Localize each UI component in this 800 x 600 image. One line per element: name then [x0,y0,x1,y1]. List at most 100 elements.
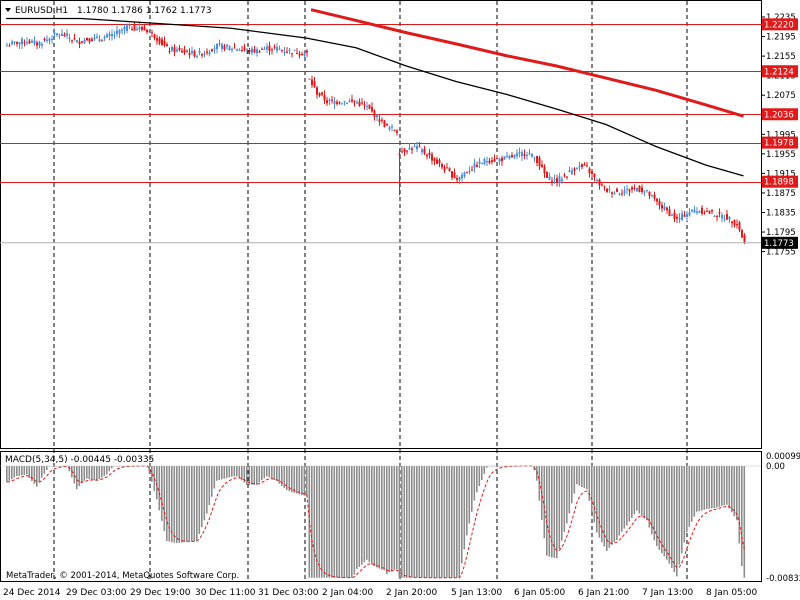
candle-body [331,99,333,101]
macd-bar [198,466,201,534]
candle-body [193,51,196,57]
candle-body [118,29,121,34]
candle-body [26,42,28,44]
candle-body [248,50,251,53]
macd-bar [633,466,636,515]
macd-bar [403,466,406,578]
macd-bar [103,466,106,476]
candle-body [256,49,258,54]
candle-body [703,212,706,214]
candle-body [438,160,441,164]
candle-body [423,148,426,154]
macd-bar [338,466,341,578]
macd-bar [616,466,618,541]
macd-bar [448,466,451,578]
candle-body [623,190,626,193]
macd-bar [291,466,293,493]
macd-bar [701,466,703,511]
macd-bar [458,466,461,578]
candle-body [121,29,123,31]
macd-bar [593,466,596,523]
time-label: 2 Jan 20:00 [386,588,438,598]
macd-bar [363,466,366,563]
macd-bar [368,466,371,563]
macd-bar [568,466,571,514]
candle-body [371,107,373,112]
macd-bar [576,466,578,485]
macd-bar [598,466,601,538]
candle-body [181,50,183,53]
candle-body [638,185,641,192]
time-label: 29 Dec 03:00 [66,588,127,598]
macd-bar [611,466,613,545]
macd-bar [296,466,298,494]
candle-body [561,179,563,182]
candle-body [448,168,451,171]
candle-body [738,222,741,231]
candle-body [536,155,538,164]
macd-bar [386,466,388,574]
macd-bar [13,466,16,478]
macd-bar [431,466,433,578]
macd-bar [646,466,648,521]
macd-bar [686,466,688,533]
candle-body [241,49,243,51]
level-price-badge [762,136,798,149]
candle-body [443,166,446,171]
macd-bar [538,466,541,501]
candle-body [211,49,213,52]
macd-bar [438,466,441,578]
macd-bar [41,466,43,478]
chart-menu-triangle-icon[interactable] [5,8,11,12]
candle-body [498,158,501,162]
macd-bar [343,466,346,578]
candle-body [451,171,453,178]
macd-bar [456,466,458,578]
macd-bar [643,466,646,519]
macd-bar [83,466,86,481]
macd-bar [268,466,271,478]
candle-body [171,47,173,51]
candle-body [481,163,483,165]
candle-body [403,148,406,153]
candle-body [91,39,93,42]
candle-body [466,172,468,174]
candle-body [611,192,613,194]
candle-body [431,154,433,161]
macd-bar [26,466,28,475]
candle-body [208,52,211,55]
macd-bar [316,466,318,578]
candle-body [103,36,106,39]
macd-bar [396,466,398,570]
candle-body [418,146,421,148]
macd-bar [641,466,643,517]
candle-body [598,179,601,186]
candle-body [446,167,448,169]
macd-bar [243,466,246,483]
macd-bar [451,466,453,578]
candle-body [291,53,293,55]
macd-bar [181,466,183,543]
candle-body [96,36,98,38]
candle-body [493,159,496,162]
ohlc-values: 1.1780 1.1786 1.1762 1.1773 [77,6,212,16]
candle-body [238,49,241,51]
macd-bar [203,466,206,521]
candle-body [471,169,473,171]
macd-bar [288,466,291,492]
price-tick-label: 1.1795 [766,228,796,238]
macd-bar [88,466,91,480]
macd-bar [218,466,221,481]
macd-bar [251,466,253,485]
macd-bar [638,466,641,514]
macd-bar [78,466,81,487]
macd-bar [241,466,243,481]
candle-body [228,46,231,51]
macd-bar [466,466,468,536]
macd-bar [461,466,463,564]
candle-body [58,35,61,37]
candle-body [233,47,236,49]
macd-bar [556,466,558,559]
macd-bar [148,466,151,473]
